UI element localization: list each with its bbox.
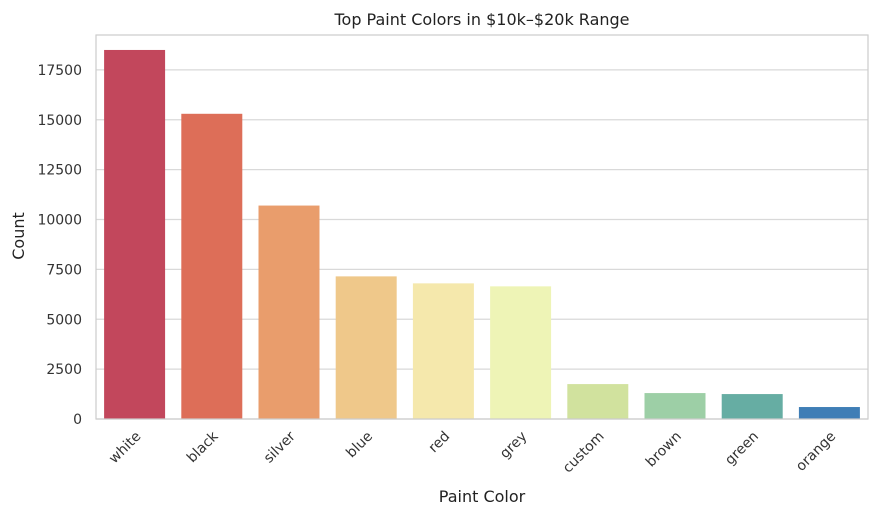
bar-white (104, 49, 166, 420)
bar-red (412, 283, 474, 419)
bars (104, 49, 860, 420)
bar-blue (335, 276, 397, 419)
y-tick-label: 12500 (37, 163, 82, 179)
chart-title: Top Paint Colors in $10k–$20k Range (333, 10, 629, 29)
y-tick-label: 2500 (46, 362, 82, 378)
y-tick-label: 17500 (37, 63, 82, 79)
bar-grey (490, 286, 552, 419)
y-axis-title: Count (9, 212, 28, 260)
plot-frame (95, 34, 869, 420)
bar-brown (644, 393, 706, 419)
bar-custom (567, 384, 629, 419)
y-tick-labels: 0 2500 5000 7500 10000 12500 15000 17500 (37, 63, 82, 428)
y-tick-label: 15000 (37, 113, 82, 129)
y-tick-label: 10000 (37, 213, 82, 229)
x-axis-title: Paint Color (439, 487, 526, 506)
y-tick-label: 5000 (46, 312, 82, 328)
y-tick-label: 7500 (46, 262, 82, 278)
bar-silver (258, 205, 320, 419)
bar-green (721, 394, 783, 419)
bar-orange (798, 407, 860, 419)
y-tick-label: 0 (73, 412, 82, 428)
bar-black (181, 113, 243, 420)
